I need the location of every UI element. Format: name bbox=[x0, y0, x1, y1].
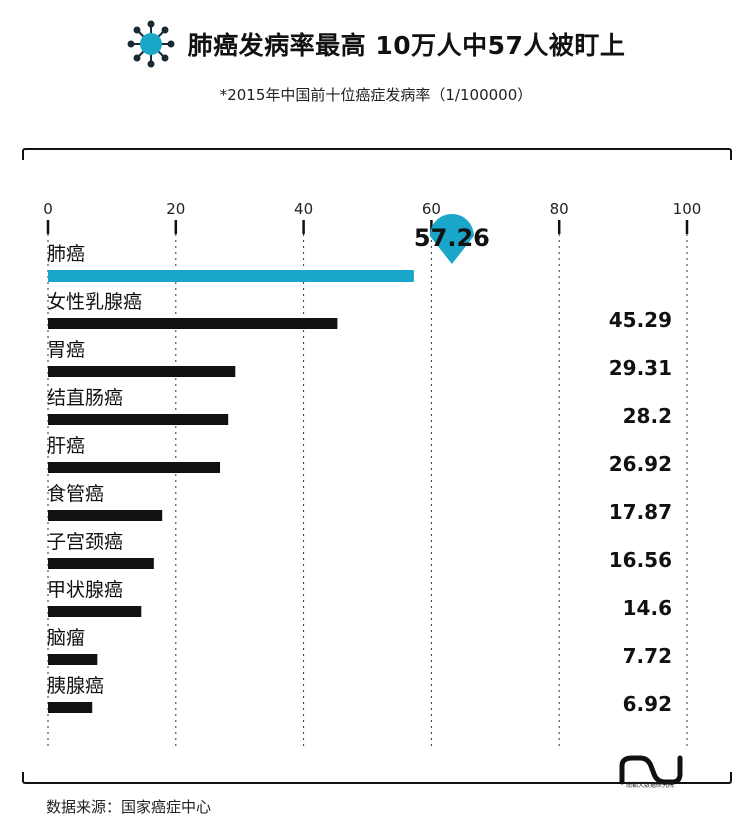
nandu-logo-icon bbox=[619, 755, 683, 785]
category-label: 胃癌 bbox=[47, 339, 85, 361]
virus-icon bbox=[127, 20, 175, 68]
x-tick-label: 40 bbox=[294, 200, 313, 218]
category-label: 肝癌 bbox=[47, 435, 85, 457]
value-label: 16.56 bbox=[609, 548, 672, 572]
bar bbox=[48, 654, 98, 665]
x-tick-label: 100 bbox=[673, 200, 702, 218]
value-label: 26.92 bbox=[609, 452, 672, 476]
frame-top-bracket bbox=[22, 148, 732, 160]
page-title: 肺癌发病率最高 10万人中57人被盯上 bbox=[187, 31, 626, 60]
value-label: 57.26 bbox=[414, 224, 490, 252]
chart-subtitle: *2015年中国前十位癌症发病率（1/100000） bbox=[219, 86, 533, 104]
category-label: 脑瘤 bbox=[47, 627, 85, 649]
category-label: 肺癌 bbox=[47, 243, 85, 265]
value-callout-marker bbox=[429, 214, 474, 264]
bar bbox=[48, 510, 163, 521]
bar bbox=[48, 558, 154, 569]
category-label: 结直肠癌 bbox=[47, 387, 123, 409]
bar bbox=[48, 318, 338, 329]
value-label: 45.29 bbox=[609, 308, 672, 332]
x-tick-label: 20 bbox=[166, 200, 185, 218]
value-label: 29.31 bbox=[609, 356, 672, 380]
bar bbox=[48, 270, 414, 282]
header: 肺癌发病率最高 10万人中57人被盯上 *2015年中国前十位癌症发病率（1/1… bbox=[0, 0, 752, 140]
bar bbox=[48, 462, 221, 473]
title-row: 肺癌发病率最高 10万人中57人被盯上 bbox=[0, 20, 752, 68]
category-label: 食管癌 bbox=[47, 483, 104, 505]
value-label: 28.2 bbox=[623, 404, 672, 428]
logo-text: 南都大数据研究院 bbox=[625, 782, 674, 789]
category-label: 子宫颈癌 bbox=[47, 531, 123, 553]
value-label: 6.92 bbox=[623, 692, 672, 716]
data-source: 数据来源：国家癌症中心 bbox=[46, 798, 212, 816]
bar bbox=[48, 366, 236, 377]
bar bbox=[48, 702, 93, 713]
x-tick-label: 60 bbox=[422, 200, 441, 218]
value-label: 7.72 bbox=[623, 644, 672, 668]
bar bbox=[48, 414, 229, 425]
frame-bottom-bracket bbox=[22, 772, 732, 784]
bar bbox=[48, 606, 142, 617]
value-label: 17.87 bbox=[609, 500, 672, 524]
x-tick-label: 80 bbox=[550, 200, 569, 218]
value-label: 14.6 bbox=[623, 596, 672, 620]
category-label: 女性乳腺癌 bbox=[47, 291, 142, 313]
bar-chart: 0 20 40 60 80 100 肺癌 57.26 女性乳腺癌 45.29 胃癌 29.31 结直肠癌… bbox=[43, 200, 702, 748]
category-label: 甲状腺癌 bbox=[47, 579, 123, 601]
category-label: 胰腺癌 bbox=[47, 675, 104, 697]
x-tick-label: 0 bbox=[43, 200, 53, 218]
